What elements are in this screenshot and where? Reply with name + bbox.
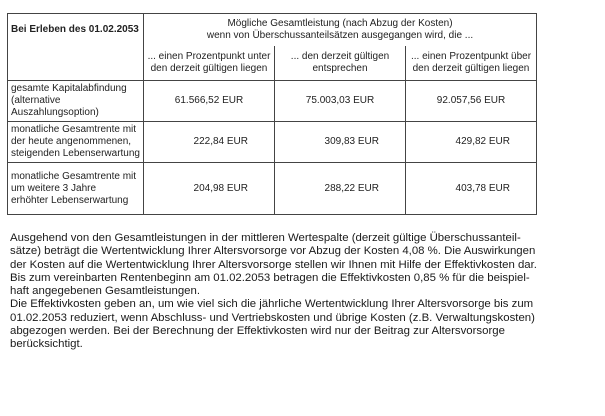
row-label: gesamte Kapitalabfindung (alternative Aus… — [7, 80, 144, 122]
column-header: ... einen Prozentpunkt unter den derzeit … — [143, 46, 275, 81]
cell-value: 222,84 EUR — [143, 121, 275, 163]
cell-value: 204,98 EUR — [143, 162, 275, 215]
text-line: berücksichtigt. — [10, 338, 83, 351]
column-header: ... den derzeit gültigen entsprechen — [274, 46, 406, 81]
text-line: Bis zum vereinbarten Rentenbeginn am 01.… — [10, 271, 530, 284]
cell-value: 403,78 EUR — [405, 162, 537, 215]
text-line: 01.02.2053 reduziert, wenn Abschluss- un… — [10, 311, 535, 324]
text-line: haft angegebenen Gesamtleistungen. — [10, 285, 200, 298]
row-label: monatliche Gesamtrente mit um weitere 3 J… — [7, 162, 144, 215]
text-line: Die Effektivkosten geben an, um wie viel… — [10, 298, 534, 311]
cell-value: 92.057,56 EUR — [405, 80, 537, 122]
cell-value: 309,83 EUR — [274, 121, 406, 163]
table-row: monatliche Gesamtrente mit der heute ange… — [7, 121, 537, 163]
benefits-table: Bei Erleben des 01.02.2053 Mögliche Gesa… — [7, 13, 537, 215]
text-line: sätze) beträgt die Wertentwicklung Ihrer… — [10, 245, 536, 258]
explanation-paragraph: Ausgehend von den Gesamtleistungen in de… — [10, 232, 605, 352]
text-line: Ausgehend von den Gesamtleistungen in de… — [10, 232, 521, 244]
text-line: der Kosten auf die Wertentwicklung Ihrer… — [10, 258, 537, 271]
cell-value: 288,22 EUR — [274, 162, 406, 215]
text-line: abgezogen werden. Bei der Berechnung der… — [10, 325, 505, 338]
table-row: monatliche Gesamtrente mit um weitere 3 J… — [7, 162, 537, 215]
column-header: ... einen Prozentpunkt über den derzeit g… — [405, 46, 537, 81]
row-label: monatliche Gesamtrente mit der heute ange… — [7, 121, 144, 163]
table-row: gesamte Kapitalabfindung (alternative Aus… — [7, 80, 537, 122]
corner-label: Bei Erleben des 01.02.2053 — [7, 13, 144, 81]
cell-value: 429,82 EUR — [405, 121, 537, 163]
cell-value: 61.566,52 EUR — [143, 80, 275, 122]
cell-value: 75.003,03 EUR — [274, 80, 406, 122]
group-header: Mögliche Gesamtleistung (nach Abzug der … — [143, 13, 537, 46]
